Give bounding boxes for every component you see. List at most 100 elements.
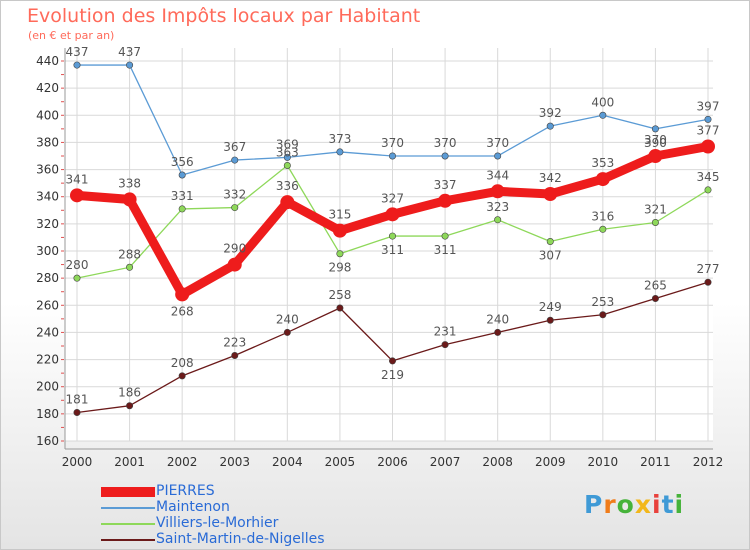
data-label-villiers-le-morhier: 363: [276, 146, 299, 160]
x-tick-label: 2009: [535, 455, 566, 469]
legend-label: Saint-Martin-de-Nigelles: [156, 531, 325, 547]
y-tick-label: 420: [36, 81, 59, 95]
data-label-villiers-le-morhier: 288: [118, 247, 141, 261]
legend-label: PIERRES: [156, 483, 215, 499]
data-label-pierres: 342: [539, 171, 562, 185]
data-point-maintenon: [599, 111, 607, 119]
data-point-villiers-le-morhier: [546, 238, 554, 246]
data-label-villiers-le-morhier: 298: [328, 261, 351, 275]
data-label-maintenon: 390: [644, 136, 667, 150]
data-point-maintenon: [73, 61, 81, 69]
data-label-saint-martin-de-nigelles: 231: [434, 325, 457, 339]
data-point-pierres: [227, 257, 242, 272]
legend-item: Maintenon: [101, 499, 401, 516]
data-point-saint-martin-de-nigelles: [599, 311, 607, 319]
data-label-pierres: 370: [644, 133, 667, 147]
logo-letter: o: [616, 490, 635, 519]
data-label-saint-martin-de-nigelles: 265: [644, 279, 667, 293]
x-tick-label: 2012: [693, 455, 724, 469]
data-point-maintenon: [178, 171, 186, 179]
data-point-villiers-le-morhier: [126, 263, 134, 271]
data-label-maintenon: 369: [276, 137, 299, 151]
data-label-saint-martin-de-nigelles: 240: [276, 312, 299, 326]
chart-subtitle: (en € et par an): [28, 29, 115, 42]
data-label-maintenon: 370: [381, 136, 404, 150]
data-label-maintenon: 367: [223, 140, 246, 154]
x-tick-label: 2011: [640, 455, 671, 469]
data-point-maintenon: [126, 61, 134, 69]
data-label-villiers-le-morhier: 323: [486, 200, 509, 214]
y-tick-label: 320: [36, 217, 59, 231]
logo-letter: i: [652, 490, 662, 519]
data-label-saint-martin-de-nigelles: 277: [697, 262, 720, 276]
data-label-villiers-le-morhier: 280: [66, 258, 89, 272]
data-label-saint-martin-de-nigelles: 258: [328, 288, 351, 302]
y-tick-label: 380: [36, 135, 59, 149]
data-label-villiers-le-morhier: 332: [223, 188, 246, 202]
data-point-pierres: [70, 188, 84, 203]
chart-title: Evolution des Impôts locaux par Habitant: [27, 5, 421, 27]
data-point-pierres: [701, 139, 715, 154]
data-label-villiers-le-morhier: 307: [539, 249, 562, 263]
data-point-pierres: [490, 184, 505, 199]
data-label-saint-martin-de-nigelles: 253: [591, 295, 614, 309]
data-label-saint-martin-de-nigelles: 240: [486, 312, 509, 326]
x-tick-label: 2001: [114, 455, 145, 469]
data-point-pierres: [122, 192, 137, 207]
data-point-maintenon: [651, 125, 659, 133]
data-point-maintenon: [283, 153, 291, 161]
data-point-maintenon: [231, 156, 239, 164]
y-tick-label: 260: [36, 298, 59, 312]
logo-letter: t: [661, 490, 675, 519]
data-label-pierres: 377: [697, 124, 720, 138]
data-label-maintenon: 397: [697, 99, 720, 113]
data-point-maintenon: [546, 122, 554, 130]
data-label-maintenon: 392: [539, 106, 562, 120]
data-point-maintenon: [441, 152, 449, 160]
y-tick-label: 240: [36, 325, 59, 339]
data-label-maintenon: 373: [328, 132, 351, 146]
data-label-pierres: 353: [591, 156, 614, 170]
legend-item: Saint-Martin-de-Nigelles: [101, 531, 401, 548]
x-tick-label: 2010: [588, 455, 619, 469]
data-point-saint-martin-de-nigelles: [494, 328, 502, 336]
data-label-maintenon: 400: [591, 95, 614, 109]
x-tick-label: 2006: [377, 455, 408, 469]
data-point-villiers-le-morhier: [178, 205, 186, 213]
data-label-saint-martin-de-nigelles: 223: [223, 336, 246, 350]
data-label-villiers-le-morhier: 345: [697, 170, 720, 184]
data-label-villiers-le-morhier: 311: [381, 243, 404, 257]
data-point-villiers-le-morhier: [336, 250, 344, 258]
data-point-villiers-le-morhier: [73, 274, 81, 282]
data-label-maintenon: 370: [434, 136, 457, 150]
data-point-saint-martin-de-nigelles: [651, 294, 659, 302]
data-label-saint-martin-de-nigelles: 219: [381, 368, 404, 382]
x-tick-label: 2005: [325, 455, 356, 469]
logo-letter: r: [603, 490, 617, 519]
legend-item: PIERRES: [101, 483, 401, 500]
data-point-pierres: [438, 193, 453, 208]
data-point-saint-martin-de-nigelles: [546, 316, 554, 324]
x-tick-label: 2002: [167, 455, 198, 469]
data-point-pierres: [648, 149, 663, 163]
x-tick-label: 2003: [219, 455, 250, 469]
data-point-pierres: [175, 287, 190, 302]
data-label-villiers-le-morhier: 331: [171, 189, 194, 203]
logo-letter: x: [634, 490, 652, 519]
data-point-saint-martin-de-nigelles: [126, 402, 134, 410]
data-point-maintenon: [336, 148, 344, 156]
data-point-saint-martin-de-nigelles: [441, 341, 449, 349]
y-tick-label: 200: [36, 380, 59, 394]
legend-label: Maintenon: [156, 499, 230, 515]
data-point-saint-martin-de-nigelles: [336, 304, 344, 312]
data-point-villiers-le-morhier: [441, 232, 449, 240]
legend-swatch: [101, 523, 155, 525]
data-point-villiers-le-morhier: [283, 162, 291, 170]
legend-label: Villiers-le-Morhier: [156, 515, 279, 531]
data-point-maintenon: [388, 152, 396, 160]
data-label-maintenon: 437: [118, 45, 141, 59]
y-tick-label: 160: [36, 434, 59, 448]
data-label-pierres: 268: [171, 304, 194, 318]
data-label-pierres: 338: [118, 176, 141, 190]
